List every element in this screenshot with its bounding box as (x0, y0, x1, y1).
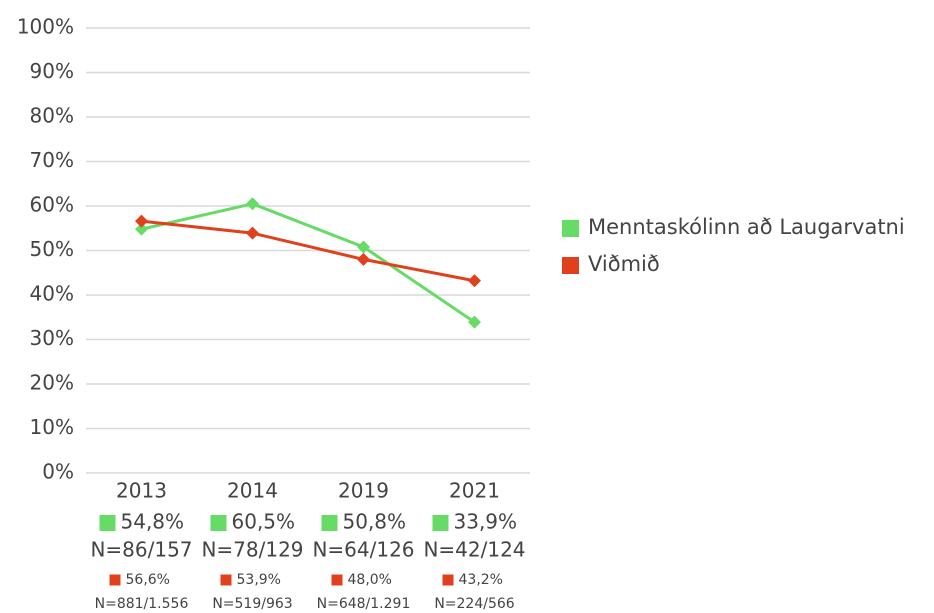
y-tick-label: 40% (30, 282, 74, 306)
legend-swatch (562, 257, 579, 274)
label-swatch (220, 574, 232, 586)
x-tick-label: 2021 (449, 479, 500, 503)
x-tick-label: 2014 (227, 479, 278, 503)
series-line (141, 202, 476, 324)
value-label: 50,8% (343, 510, 407, 534)
marker (246, 197, 259, 211)
series-line (141, 219, 475, 283)
value-label: 48,0% (348, 572, 392, 588)
n-label: N=78/129 (201, 538, 303, 562)
marker (246, 226, 259, 240)
label-swatch (321, 515, 338, 531)
n-label: N=881/1.556 (95, 596, 189, 612)
marker (357, 252, 370, 266)
n-label: N=64/126 (312, 538, 414, 562)
marker (357, 240, 370, 254)
value-label: 56,6% (126, 572, 170, 588)
label-swatch (432, 515, 449, 531)
label-swatch (99, 515, 116, 531)
y-tick-label: 80% (30, 104, 74, 128)
marker (468, 274, 481, 288)
n-label: N=86/157 (90, 538, 192, 562)
n-label: N=519/963 (212, 596, 292, 612)
legend-swatch (562, 220, 579, 237)
value-label: 53,9% (237, 572, 281, 588)
label-swatch (442, 574, 454, 586)
n-label: N=42/124 (423, 538, 525, 562)
value-label: 54,8% (121, 510, 185, 534)
y-tick-label: 90% (30, 59, 74, 83)
marker (135, 222, 148, 236)
label-swatch (331, 574, 343, 586)
n-label: N=648/1.291 (317, 596, 411, 612)
label-swatch (210, 515, 227, 531)
y-tick-label: 60% (30, 193, 74, 217)
y-tick-label: 50% (30, 237, 74, 261)
y-tick-label: 10% (30, 415, 74, 439)
n-label: N=224/566 (434, 596, 514, 612)
y-tick-label: 70% (30, 148, 74, 172)
marker (135, 214, 148, 228)
value-label: 60,5% (232, 510, 296, 534)
y-tick-label: 0% (42, 460, 74, 484)
x-tick-label: 2013 (116, 479, 167, 503)
value-label: 33,9% (454, 510, 518, 534)
legend-label: Menntaskólinn að Laugarvatni (588, 215, 905, 239)
x-tick-label: 2019 (338, 479, 389, 503)
y-tick-label: 100% (17, 15, 74, 39)
marker (468, 315, 481, 329)
y-tick-label: 30% (30, 326, 74, 350)
value-label: 43,2% (459, 572, 503, 588)
y-tick-label: 20% (30, 371, 74, 395)
legend-label: Viðmið (588, 252, 660, 276)
label-swatch (109, 574, 121, 586)
